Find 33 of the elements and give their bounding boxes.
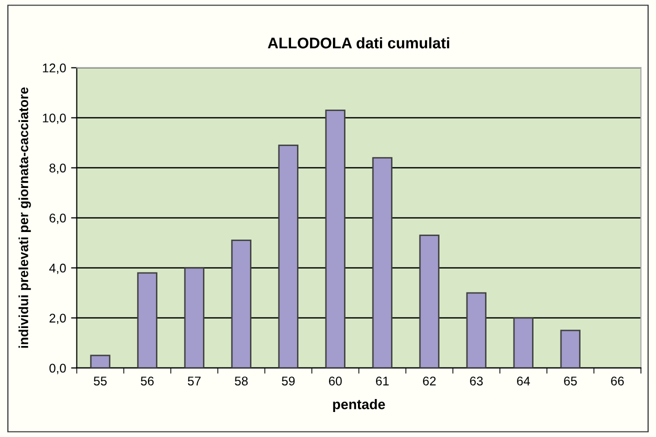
x-tick-label: 66 bbox=[611, 376, 624, 386]
y-tick-label: 0,0 bbox=[49, 364, 66, 374]
y-tick-label: 4,0 bbox=[49, 264, 66, 274]
y-axis-title: individui prelevati per giornata-cacciatore bbox=[18, 87, 31, 348]
x-tick-label: 63 bbox=[470, 376, 483, 386]
bar bbox=[513, 317, 534, 368]
x-axis-title: pentade bbox=[333, 399, 385, 412]
chart-title: ALLODOLA dati cumulati bbox=[268, 37, 450, 48]
x-tick-label: 60 bbox=[329, 376, 342, 386]
bar bbox=[560, 330, 580, 368]
bar bbox=[184, 267, 204, 368]
bar bbox=[419, 234, 440, 368]
bar bbox=[466, 292, 486, 368]
x-tick-label: 65 bbox=[564, 376, 577, 386]
y-tick-label: 10,0 bbox=[42, 114, 66, 124]
x-tick-label: 57 bbox=[188, 376, 201, 386]
y-tick-label: 2,0 bbox=[50, 314, 66, 324]
bar bbox=[231, 240, 252, 368]
x-tick-label: 56 bbox=[140, 376, 154, 386]
x-tick-label: 58 bbox=[234, 376, 248, 386]
x-tick-label: 64 bbox=[517, 376, 530, 386]
x-tick-label: 61 bbox=[376, 376, 389, 386]
bar bbox=[137, 272, 158, 368]
y-tick-label: 8,0 bbox=[50, 164, 66, 174]
bar bbox=[372, 157, 392, 368]
bar bbox=[90, 354, 110, 368]
y-tick-label: 6,0 bbox=[50, 214, 66, 224]
x-tick-label: 55 bbox=[94, 376, 107, 386]
bar bbox=[278, 144, 298, 368]
x-tick-label: 59 bbox=[282, 376, 295, 386]
x-tick-label: 62 bbox=[423, 376, 436, 386]
bar bbox=[325, 110, 346, 368]
y-tick-label: 12,0 bbox=[42, 64, 66, 74]
